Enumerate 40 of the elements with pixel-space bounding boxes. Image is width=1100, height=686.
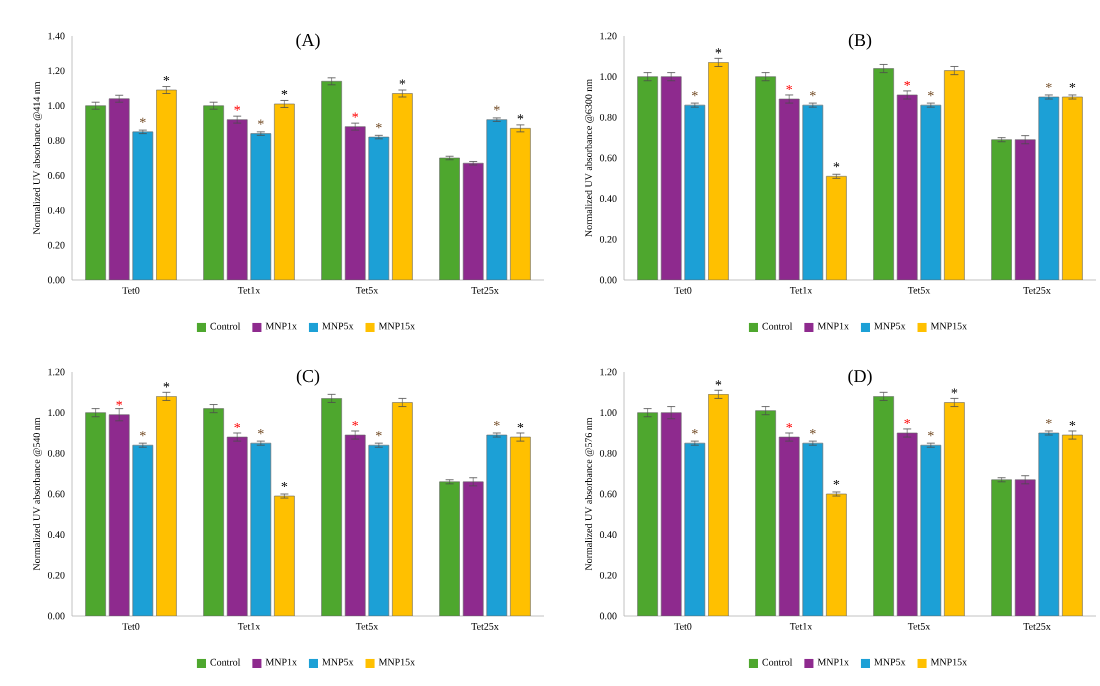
chart-title: (B) <box>848 33 872 50</box>
bar <box>896 432 918 616</box>
bar <box>944 402 965 616</box>
bar <box>684 442 706 616</box>
bar <box>321 398 342 616</box>
bar <box>156 396 177 616</box>
bar <box>392 93 413 280</box>
bar <box>156 89 177 280</box>
bar <box>708 394 729 616</box>
bar <box>826 493 847 616</box>
bar <box>778 436 800 616</box>
bar <box>486 434 508 616</box>
bar <box>920 444 942 616</box>
bar <box>755 410 776 616</box>
bar <box>439 481 460 616</box>
bar <box>250 442 272 616</box>
bar <box>991 479 1012 616</box>
bar <box>226 436 248 616</box>
bar <box>132 444 154 616</box>
bar <box>1062 434 1083 616</box>
chart-title: (A) <box>296 33 320 50</box>
bar <box>274 103 295 280</box>
bar <box>392 402 413 616</box>
bar <box>660 412 682 616</box>
bar <box>462 481 484 616</box>
bar <box>1038 432 1060 616</box>
bar <box>637 412 658 616</box>
bar <box>1014 479 1036 616</box>
bar <box>85 412 106 616</box>
bar <box>873 396 894 616</box>
bar <box>274 495 295 616</box>
bar <box>510 436 531 616</box>
chart-title: (C) <box>296 369 320 386</box>
bar <box>344 434 366 616</box>
bar <box>203 408 224 616</box>
bar <box>108 414 130 616</box>
chart-title: (D) <box>848 369 872 386</box>
bar <box>510 128 531 280</box>
bar <box>368 444 390 616</box>
bar <box>802 442 824 616</box>
